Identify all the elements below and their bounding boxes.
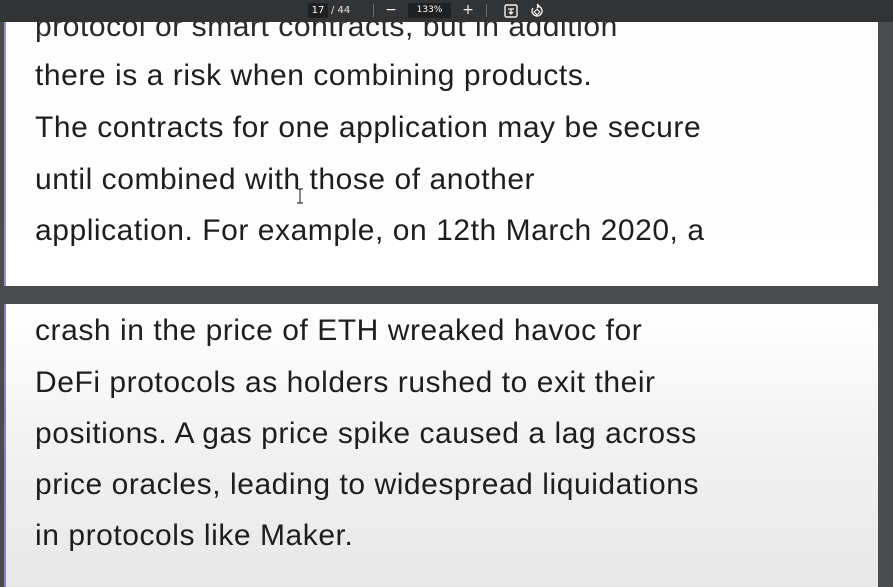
pdf-page-17: protocol or smart contracts, but in addi… — [4, 0, 878, 286]
zoom-level-input[interactable]: 133% — [408, 3, 451, 18]
rotate-icon[interactable] — [529, 3, 545, 19]
text-cursor-icon — [297, 188, 303, 204]
page-text-line: price oracles, leading to widespread liq… — [35, 468, 699, 501]
page-text-line: in protocols like Maker. — [35, 519, 354, 552]
pdf-toolbar: 17 / 44 − 133% + — [0, 0, 893, 22]
page-text-line: until combined with those of another — [35, 163, 536, 196]
toolbar-divider — [373, 4, 374, 17]
page-margin-rule — [4, 304, 6, 587]
current-page-input[interactable]: 17 — [308, 3, 328, 18]
right-gutter — [878, 22, 893, 587]
toolbar-divider — [486, 4, 487, 17]
zoom-out-button[interactable]: − — [385, 2, 397, 18]
page-text-line: DeFi protocols as holders rushed to exit… — [35, 366, 656, 399]
page-text-line: there is a risk when combining products. — [35, 59, 593, 92]
zoom-in-button[interactable]: + — [462, 2, 474, 18]
page-text-line: positions. A gas price spike caused a la… — [35, 417, 697, 450]
page-total-label: / 44 — [331, 5, 351, 16]
page-text-line: The contracts for one application may be… — [35, 111, 702, 144]
page-text-line: application. For example, on 12th March … — [35, 214, 705, 247]
page-text-line: crash in the price of ETH wreaked havoc … — [35, 314, 643, 347]
page-margin-rule — [4, 0, 6, 286]
pdf-page-18: crash in the price of ETH wreaked havoc … — [4, 304, 878, 587]
fit-page-icon[interactable] — [503, 3, 519, 19]
